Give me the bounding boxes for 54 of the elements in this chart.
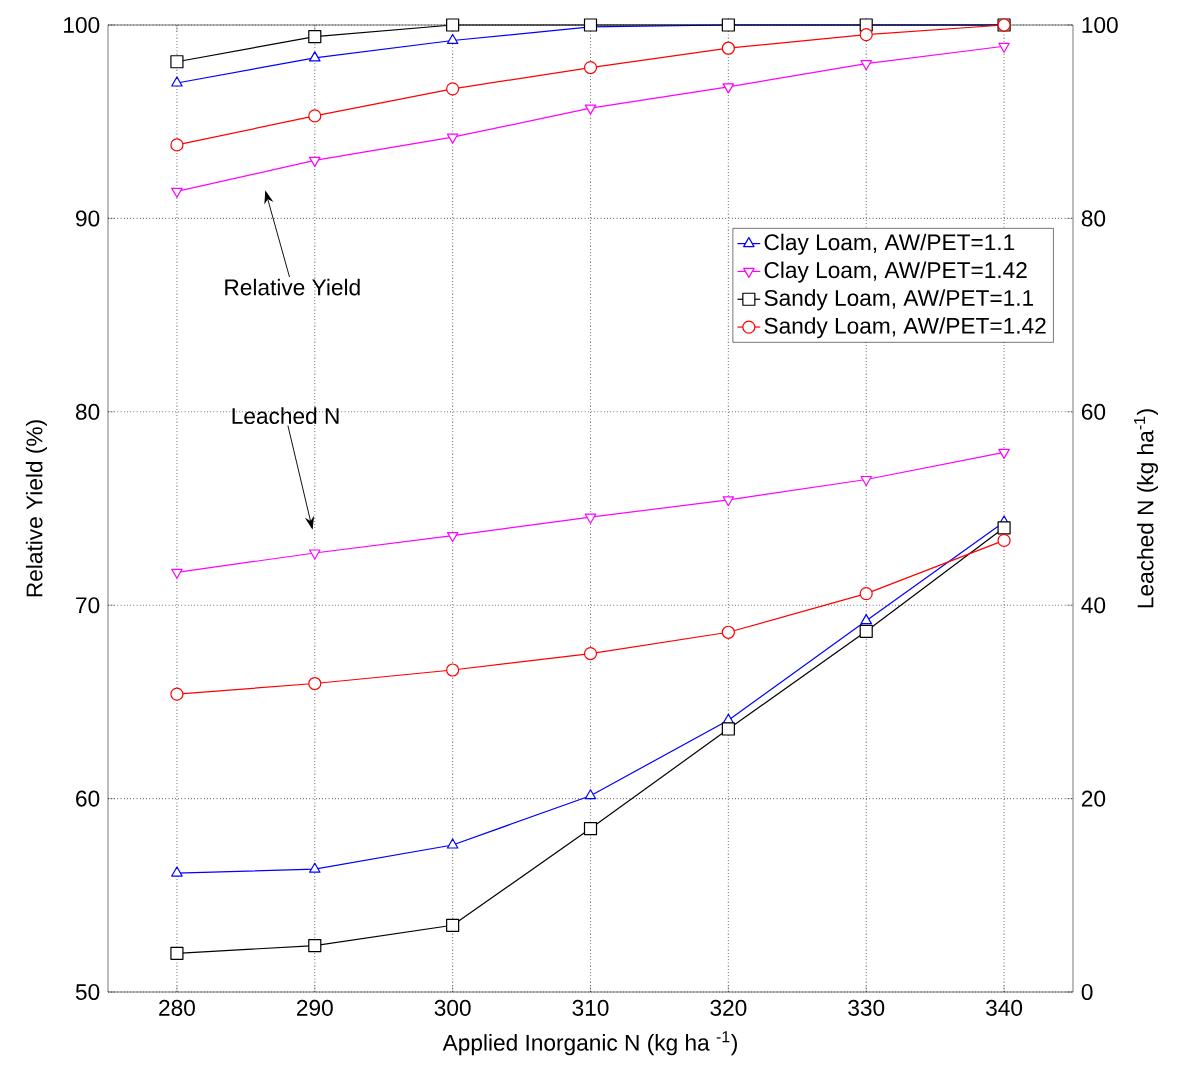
y-tick-label: 100	[64, 16, 100, 34]
legend-label: Sandy Loam, AW/PET=1.42	[764, 317, 1046, 339]
point	[308, 938, 322, 953]
y2-tick-label: 100	[1082, 16, 1118, 34]
point	[721, 722, 735, 736]
y-tick-label: 50	[75, 983, 100, 1001]
point	[446, 531, 459, 543]
point	[584, 513, 597, 524]
annotation: Relative Yield	[225, 278, 360, 296]
point	[446, 838, 459, 849]
point	[308, 549, 321, 560]
y2-axis-title: Leached N (kg ha$^{-1}$)	[1134, 409, 1158, 608]
point	[171, 568, 183, 579]
point	[583, 821, 598, 836]
y2-tick-label: 40	[1081, 597, 1106, 614]
y-tick-label: 80	[75, 403, 100, 420]
x-tick-label: 340	[986, 999, 1023, 1016]
point	[170, 946, 184, 960]
point	[859, 624, 873, 638]
point	[446, 663, 460, 677]
y2-tick-label: 80	[1081, 210, 1106, 227]
annotation: Leached N	[232, 407, 339, 425]
point	[170, 687, 184, 701]
point	[171, 866, 183, 877]
point	[446, 918, 460, 932]
point	[998, 448, 1010, 460]
x-tick-label: 300	[434, 999, 471, 1016]
x-tick-label: 290	[297, 999, 333, 1016]
y-tick-label: 60	[76, 790, 100, 807]
point	[584, 789, 597, 800]
x-tick-label: 320	[710, 999, 747, 1016]
point	[721, 625, 735, 639]
legend-label: Sandy Loam, AW/PET=1.1	[764, 289, 1034, 311]
point	[997, 533, 1011, 548]
y2-tick-label: 60	[1081, 403, 1106, 420]
x-axis-title: Applied Inorganic N (kg ha $^{-1}$)	[442, 1031, 737, 1056]
y-axis-title: Relative Yield (%)	[25, 420, 47, 597]
point	[997, 521, 1011, 535]
x-tick-label: 310	[572, 999, 609, 1016]
x-tick-label: 280	[159, 999, 195, 1016]
y-tick-label: 90	[76, 210, 100, 227]
point	[308, 676, 322, 691]
point	[859, 586, 873, 601]
point	[722, 496, 735, 507]
point	[308, 862, 321, 873]
y2-tick-label: 0	[1081, 983, 1093, 1001]
x-tick-label: 330	[848, 999, 885, 1016]
y2-tick-label: 20	[1081, 790, 1106, 807]
point	[860, 614, 873, 625]
point	[583, 646, 598, 661]
legend-label: Clay Loam, AW/PET=1.1	[764, 233, 1015, 255]
point	[860, 475, 873, 487]
y-tick-label: 70	[76, 597, 100, 614]
legend-label: Clay Loam, AW/PET=1.42	[764, 261, 1027, 283]
